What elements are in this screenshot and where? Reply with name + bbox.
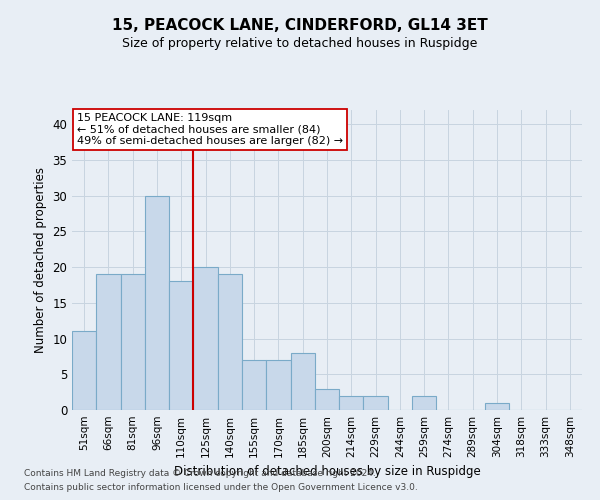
Bar: [169, 282, 193, 410]
Bar: [242, 360, 266, 410]
Bar: [96, 274, 121, 410]
Bar: [339, 396, 364, 410]
X-axis label: Distribution of detached houses by size in Ruspidge: Distribution of detached houses by size …: [173, 466, 481, 478]
Bar: [145, 196, 169, 410]
Text: 15 PEACOCK LANE: 119sqm
← 51% of detached houses are smaller (84)
49% of semi-de: 15 PEACOCK LANE: 119sqm ← 51% of detache…: [77, 113, 343, 146]
Bar: [72, 332, 96, 410]
Text: Contains public sector information licensed under the Open Government Licence v3: Contains public sector information licen…: [24, 484, 418, 492]
Bar: [315, 388, 339, 410]
Text: Size of property relative to detached houses in Ruspidge: Size of property relative to detached ho…: [122, 38, 478, 51]
Bar: [193, 267, 218, 410]
Bar: [485, 403, 509, 410]
Bar: [364, 396, 388, 410]
Bar: [121, 274, 145, 410]
Text: 15, PEACOCK LANE, CINDERFORD, GL14 3ET: 15, PEACOCK LANE, CINDERFORD, GL14 3ET: [112, 18, 488, 32]
Y-axis label: Number of detached properties: Number of detached properties: [34, 167, 47, 353]
Bar: [218, 274, 242, 410]
Bar: [412, 396, 436, 410]
Bar: [266, 360, 290, 410]
Bar: [290, 353, 315, 410]
Text: Contains HM Land Registry data © Crown copyright and database right 2024.: Contains HM Land Registry data © Crown c…: [24, 468, 376, 477]
